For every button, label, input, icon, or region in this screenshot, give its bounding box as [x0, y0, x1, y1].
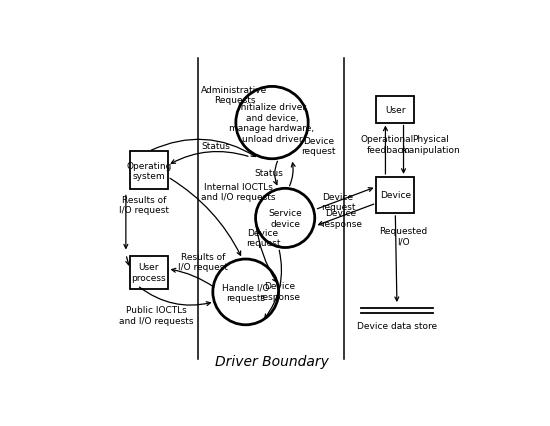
FancyBboxPatch shape — [376, 97, 414, 123]
Text: Results of
I/O request: Results of I/O request — [119, 196, 169, 215]
Text: Operational
feedback: Operational feedback — [361, 135, 414, 154]
Text: Device
request: Device request — [301, 137, 336, 156]
Text: User: User — [385, 106, 405, 115]
Text: User
process: User process — [131, 263, 166, 282]
Text: Device: Device — [379, 191, 411, 200]
Text: Handle I/O
requests: Handle I/O requests — [222, 282, 270, 302]
Text: Physical
manipulation: Physical manipulation — [400, 135, 460, 154]
Text: Initialize driver
and device,
manage hardware,
unload driver: Initialize driver and device, manage har… — [229, 103, 315, 143]
Text: Status: Status — [254, 169, 283, 178]
Text: Driver Boundary: Driver Boundary — [215, 354, 329, 368]
Text: Service
device: Service device — [268, 209, 302, 228]
FancyBboxPatch shape — [130, 152, 168, 190]
Circle shape — [256, 189, 315, 248]
Text: Device data store: Device data store — [357, 322, 437, 331]
Text: Status: Status — [201, 142, 230, 151]
Circle shape — [236, 87, 308, 159]
Text: Device
response: Device response — [259, 282, 300, 301]
FancyBboxPatch shape — [130, 256, 168, 289]
Text: Operating
system: Operating system — [126, 161, 172, 181]
FancyBboxPatch shape — [376, 177, 414, 213]
Text: Device
request: Device request — [321, 192, 355, 212]
Text: Results of
I/O request: Results of I/O request — [178, 252, 228, 271]
Text: Public IOCTLs
and I/O requests: Public IOCTLs and I/O requests — [119, 305, 194, 325]
Text: Administrative
Requests: Administrative Requests — [201, 86, 267, 105]
Text: Internal IOCTLs
and I/O requests: Internal IOCTLs and I/O requests — [201, 182, 276, 202]
Text: Device
response: Device response — [321, 209, 362, 228]
Text: Requested
I/O: Requested I/O — [379, 227, 428, 246]
Circle shape — [213, 259, 279, 325]
Text: Device
request: Device request — [246, 228, 280, 248]
